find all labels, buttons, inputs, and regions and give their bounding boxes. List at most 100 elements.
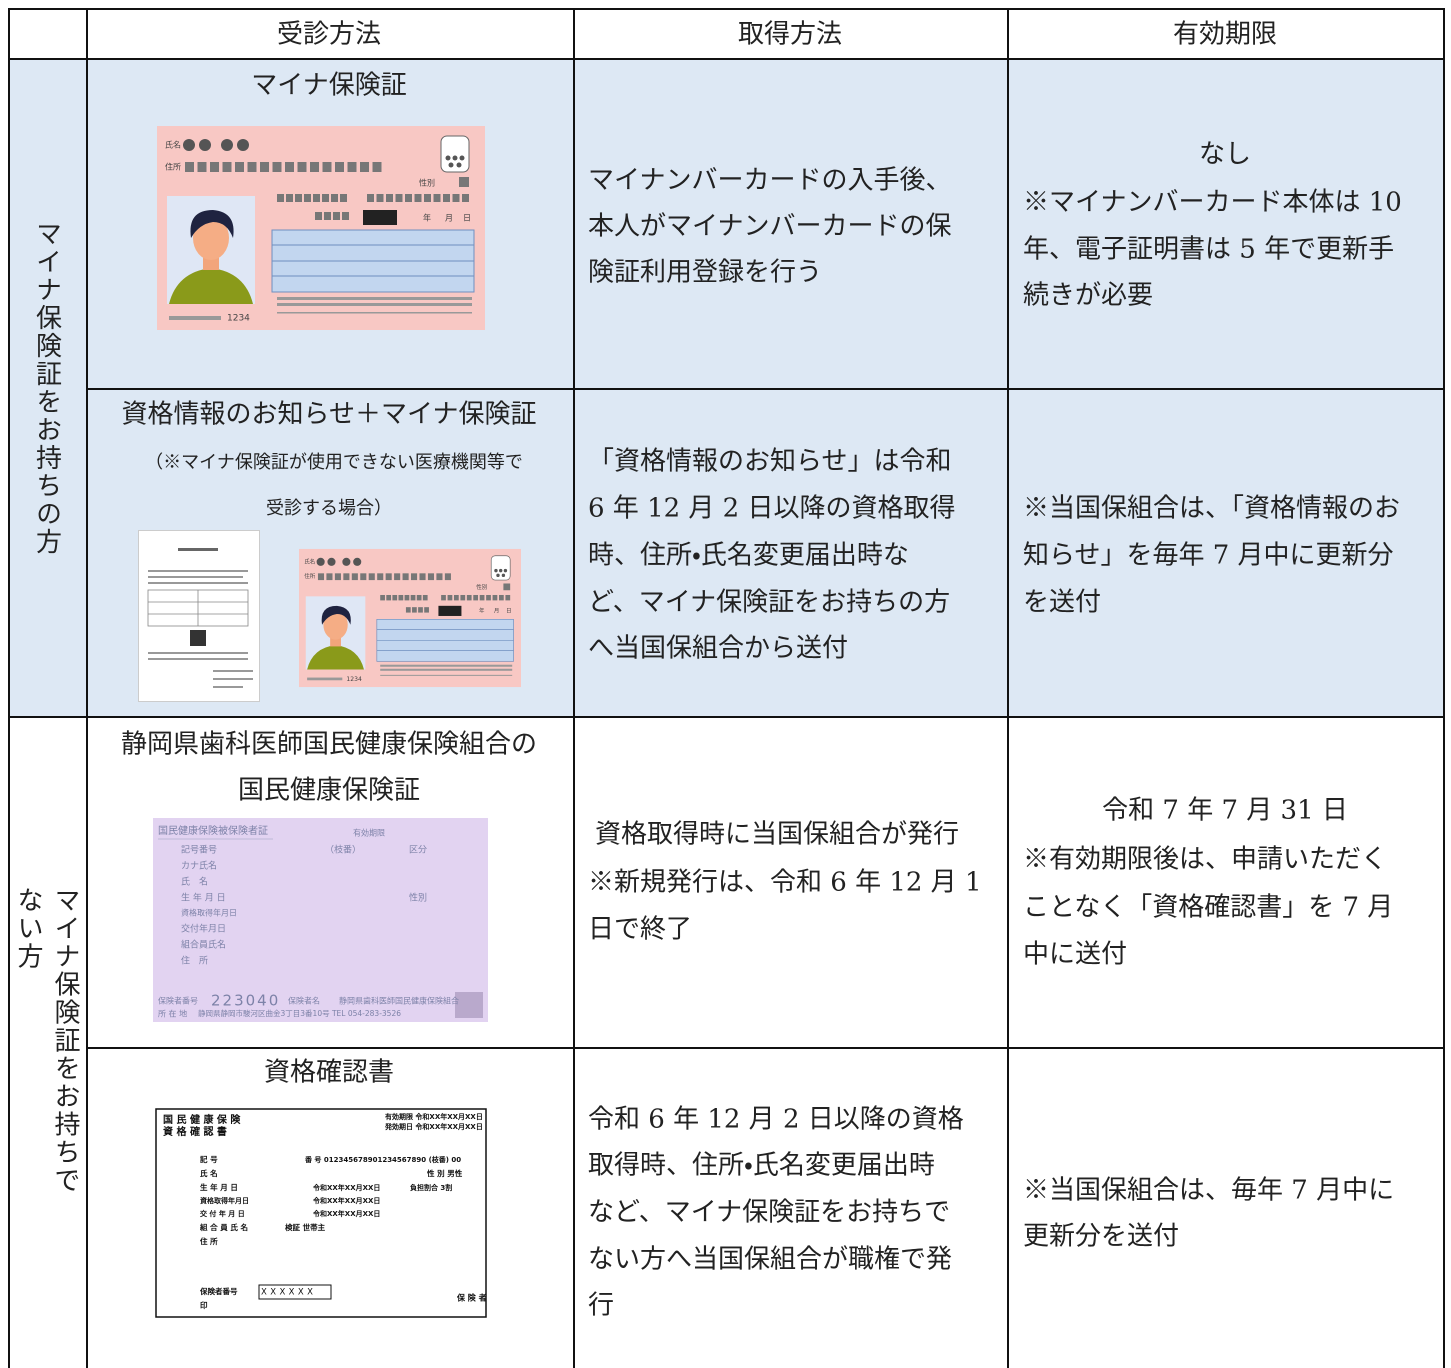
card-label: 日 — [463, 214, 471, 223]
border — [86, 8, 88, 1368]
block — [418, 607, 423, 613]
block — [505, 594, 511, 601]
block — [453, 594, 459, 601]
acquisition-text: 令和 6 年 12 月 2 日以降の資格 — [588, 1104, 964, 1135]
block — [404, 594, 410, 601]
person-face — [193, 216, 229, 260]
block — [460, 594, 466, 601]
card-label: 保険者名 — [288, 996, 320, 1006]
bar — [307, 677, 343, 681]
bar — [380, 664, 513, 667]
block — [462, 194, 469, 202]
block — [410, 594, 416, 601]
border — [8, 716, 1444, 718]
block — [334, 573, 341, 581]
block — [331, 194, 338, 202]
certificate-label: 令和XX年XX月XX日 — [313, 1209, 380, 1218]
acquisition-text: ない方へ当国保組合が職権で発 — [588, 1244, 953, 1275]
block — [438, 605, 462, 616]
block — [422, 594, 428, 601]
expiry-text: ※有効期限後は、申請いただく — [1023, 844, 1388, 875]
person-hair — [190, 210, 234, 238]
dot — [199, 139, 211, 151]
certificate-label: 負担割合 3割 — [410, 1183, 452, 1192]
block — [414, 194, 422, 202]
bar — [380, 668, 513, 671]
block — [222, 162, 232, 172]
block — [416, 594, 422, 601]
certificate-border — [155, 1108, 487, 1318]
dot — [221, 139, 233, 151]
card-label: 年 — [423, 213, 431, 223]
dot — [237, 139, 249, 151]
card-label: 組合員氏名 — [181, 939, 226, 951]
dot — [456, 162, 462, 168]
block — [343, 573, 350, 581]
bar — [169, 316, 221, 320]
person-neck — [330, 635, 341, 647]
method-title: 静岡県歯科医師国民健康保険組合の — [120, 729, 538, 760]
block — [363, 210, 397, 225]
block — [322, 194, 329, 202]
certificate-label: 氏 名 — [200, 1168, 218, 1178]
dot — [452, 155, 458, 161]
card-label: 住所 — [304, 572, 315, 580]
expiry-text: 知らせ」を毎年 7 月中に更新分 — [1023, 540, 1394, 571]
acquisition-text: 取得時、住所・氏名変更届出時 — [588, 1150, 935, 1181]
block — [197, 162, 207, 172]
block — [286, 194, 293, 202]
acquisition-text: 日で終了 — [588, 914, 693, 945]
border — [1443, 8, 1445, 1368]
certificate-label: 資格取得年月日 — [200, 1196, 249, 1205]
acquisition-text: 本人がマイナンバーカードの保 — [588, 211, 952, 242]
certificate-label: 番 号 012345678901234567890 (枝番) 00 — [304, 1155, 461, 1164]
block — [210, 162, 219, 172]
block — [347, 162, 357, 172]
block — [377, 573, 384, 581]
block — [335, 162, 344, 172]
dot — [499, 568, 503, 573]
block — [486, 594, 491, 601]
method-title: 国民健康保険証 — [237, 775, 421, 806]
header-cell: 有効期限 — [1172, 19, 1278, 50]
block — [360, 573, 367, 581]
method-title: マイナ保険証 — [251, 70, 407, 101]
person-hair — [321, 605, 351, 625]
block — [443, 194, 450, 202]
card-label: 223040 — [211, 992, 280, 1010]
card-label: 月 — [445, 214, 453, 223]
certificate-label: 令和XX年XX月XX日 — [313, 1196, 380, 1205]
card-label: 資格取得年月日 — [181, 908, 237, 918]
doc-line — [178, 548, 218, 551]
border — [8, 58, 1444, 60]
acquisition-text: 時、住所・氏名変更届出時な — [588, 540, 909, 571]
card-background — [153, 818, 488, 1022]
block — [185, 162, 194, 172]
doc-line — [148, 652, 248, 654]
acquisition-text: 6 年 12 月 2 日以降の資格取得 — [588, 493, 956, 524]
block — [441, 594, 446, 601]
block — [392, 594, 398, 601]
block — [247, 162, 257, 172]
block — [315, 212, 322, 220]
block — [499, 594, 504, 601]
method-note: 受診する場合） — [266, 498, 392, 519]
block — [492, 594, 498, 601]
expiry-text: ※マイナンバーカード本体は 10 — [1023, 187, 1402, 218]
block — [447, 594, 453, 601]
card-label: 保険者番号 — [158, 996, 198, 1006]
certificate-label: 記 号 — [200, 1154, 218, 1164]
doc-line — [213, 670, 253, 672]
block — [405, 607, 411, 613]
certificate-label: 保 険 者 名 — [456, 1293, 487, 1303]
dot — [342, 557, 351, 566]
header-cell: 取得方法 — [737, 19, 843, 50]
bar — [380, 674, 513, 676]
block — [372, 162, 382, 172]
block — [395, 194, 403, 202]
block — [368, 573, 375, 581]
block — [386, 194, 393, 202]
expiry-text: ※当国保組合は、「資格情報のお — [1023, 493, 1401, 524]
